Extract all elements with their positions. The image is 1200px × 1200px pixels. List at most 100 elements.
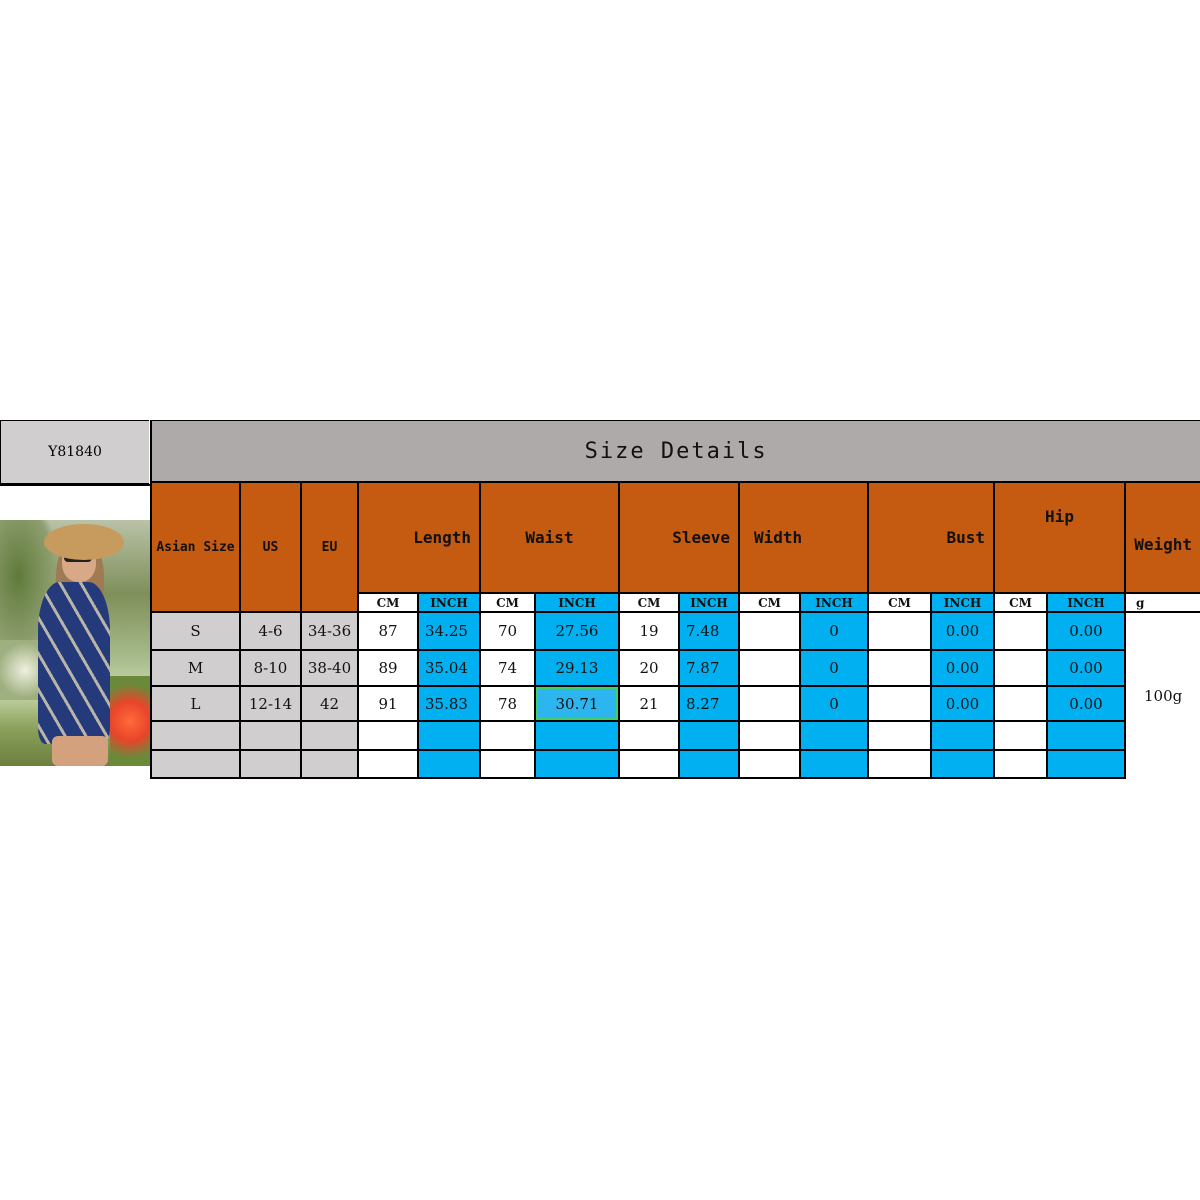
blank-cell — [0, 484, 150, 520]
eu-size-cell: 38-40 — [300, 649, 359, 687]
asian-size-cell — [150, 749, 241, 779]
cm-value-cell — [738, 611, 801, 651]
table-title: Size Details — [149, 420, 1200, 483]
unit-inch: INCH — [930, 592, 995, 613]
straw-hat — [44, 524, 124, 560]
inch-value-cell — [1046, 749, 1126, 779]
table-row: S 4-6 34-36 87 34.25 70 27.56 19 7.48 0 0.00 0.00 10… — [150, 611, 1200, 778]
inch-value-cell: 0 — [799, 649, 869, 687]
header-eu: EU — [300, 481, 359, 613]
cm-value-cell — [479, 720, 536, 751]
cm-value-cell: 19 — [618, 611, 680, 651]
unit-inch: INCH — [678, 592, 740, 613]
size-table: Size Details Asian Size US EU Length Waist Sle… — [149, 420, 1200, 779]
cm-value-cell: 70 — [479, 611, 536, 651]
cm-value-cell — [618, 720, 680, 751]
inch-value-cell: 29.13 — [534, 649, 620, 687]
us-size-cell — [239, 749, 302, 779]
inch-value-cell: 35.83 — [417, 685, 481, 722]
eu-size-cell: 34-36 — [300, 611, 359, 651]
unit-cm: CM — [867, 592, 932, 613]
table-row — [150, 749, 1200, 779]
cm-value-cell: 87 — [357, 611, 419, 651]
model-legs — [52, 736, 108, 766]
cm-value-cell: 78 — [479, 685, 536, 722]
eu-size-cell — [300, 720, 359, 751]
cm-value-cell — [993, 611, 1048, 651]
unit-inch: INCH — [534, 592, 620, 613]
inch-value-cell: 0.00 — [1046, 685, 1126, 722]
model-dress — [38, 582, 110, 744]
asian-size-cell — [150, 720, 241, 751]
table-row: L 12-14 42 91 35.83 78 30.71 21 8.27 0 0.00 0.00 — [150, 685, 1200, 722]
asian-size-cell: S — [150, 611, 241, 651]
header-bust: Bust — [867, 481, 995, 594]
inch-value-cell: 30.71 — [534, 685, 620, 722]
cm-value-cell — [867, 685, 932, 722]
inch-value-cell — [534, 749, 620, 779]
cm-value-cell — [867, 749, 932, 779]
inch-value-cell: 0 — [799, 685, 869, 722]
cm-value-cell — [738, 749, 801, 779]
cm-value-cell: 21 — [618, 685, 680, 722]
inch-value-cell — [930, 720, 995, 751]
inch-value-cell — [1046, 720, 1126, 751]
us-size-cell: 4-6 — [239, 611, 302, 651]
unit-cm: CM — [479, 592, 536, 613]
inch-value-cell — [799, 720, 869, 751]
eu-size-cell — [300, 749, 359, 779]
weight-value: 100g — [1123, 611, 1200, 778]
inch-value-cell: 0.00 — [1046, 611, 1126, 651]
header-asian-size: Asian Size — [150, 481, 241, 613]
cm-value-cell: 20 — [618, 649, 680, 687]
cm-value-cell — [738, 649, 801, 687]
inch-value-cell — [799, 749, 869, 779]
inch-value-cell — [417, 749, 481, 779]
inch-value-cell: 0 — [799, 611, 869, 651]
product-code: Y81840 — [0, 420, 149, 484]
inch-value-cell: 0.00 — [1046, 649, 1126, 687]
cm-value-cell — [993, 720, 1048, 751]
header-weight: Weight — [1123, 481, 1200, 594]
unit-inch: INCH — [799, 592, 869, 613]
inch-value-cell: 7.87 — [678, 649, 740, 687]
header-waist: Waist — [479, 481, 620, 594]
cm-value-cell — [867, 649, 932, 687]
inch-value-cell: 7.48 — [678, 611, 740, 651]
header-sleeve: Sleeve — [618, 481, 740, 594]
cm-value-cell: 91 — [357, 685, 419, 722]
inch-value-cell — [534, 720, 620, 751]
us-size-cell — [239, 720, 302, 751]
unit-inch: INCH — [1046, 592, 1126, 613]
product-photo — [0, 520, 150, 766]
unit-inch: INCH — [417, 592, 481, 613]
cm-value-cell: 74 — [479, 649, 536, 687]
orange-flowers — [110, 676, 150, 766]
cm-value-cell — [867, 720, 932, 751]
inch-value-cell: 8.27 — [678, 685, 740, 722]
inch-value-cell — [678, 720, 740, 751]
inch-value-cell: 27.56 — [534, 611, 620, 651]
inch-value-cell: 0.00 — [930, 649, 995, 687]
unit-cm: CM — [738, 592, 801, 613]
header-width: Width — [738, 481, 869, 594]
header-hip: Hip — [993, 481, 1126, 594]
asian-size-cell: M — [150, 649, 241, 687]
cm-value-cell: 89 — [357, 649, 419, 687]
cm-value-cell — [993, 749, 1048, 779]
inch-value-cell: 34.25 — [417, 611, 481, 651]
us-size-cell: 12-14 — [239, 685, 302, 722]
unit-weight: g — [1123, 592, 1200, 613]
inch-value-cell: 0.00 — [930, 611, 995, 651]
inch-value-cell: 0.00 — [930, 685, 995, 722]
header-us: US — [239, 481, 302, 613]
cm-value-cell — [618, 749, 680, 779]
table-row: M 8-10 38-40 89 35.04 74 29.13 20 7.87 0 0.00 0.00 — [150, 649, 1200, 687]
inch-value-cell — [678, 749, 740, 779]
eu-size-cell: 42 — [300, 685, 359, 722]
unit-cm: CM — [993, 592, 1048, 613]
unit-cm: CM — [357, 592, 419, 613]
inch-value-cell: 35.04 — [417, 649, 481, 687]
cm-value-cell — [993, 649, 1048, 687]
cm-value-cell — [479, 749, 536, 779]
